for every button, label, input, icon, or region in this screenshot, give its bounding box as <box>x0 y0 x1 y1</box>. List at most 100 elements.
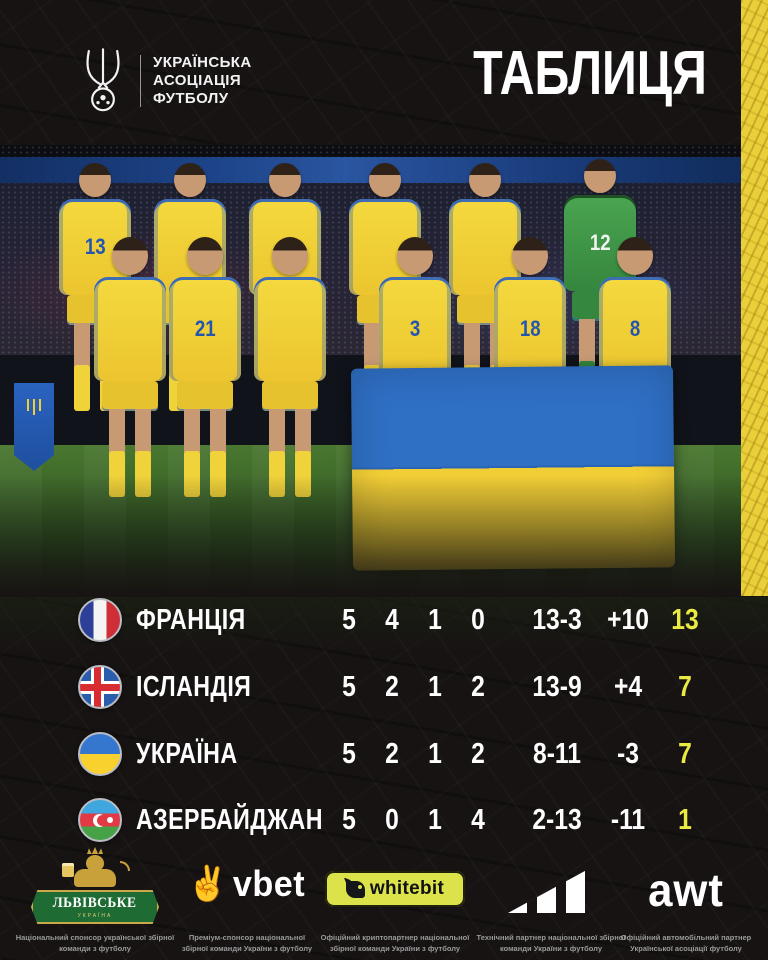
table-row: АЗЕРБАЙДЖАН 5 0 1 4 2-13 -11 1 <box>0 798 768 842</box>
player-figure: 3 <box>372 237 458 381</box>
points-cell: 7 <box>678 671 692 703</box>
org-name-line: ФУТБОЛУ <box>153 90 229 108</box>
player-head <box>584 159 616 193</box>
goal-diff-cell: +4 <box>613 671 643 703</box>
page-title: ТАБЛИЦЯ <box>473 39 707 108</box>
team-name: АЗЕРБАЙДЖАН <box>136 804 323 836</box>
logo-divider <box>140 55 141 107</box>
points-cell: 1 <box>678 804 692 836</box>
player-head <box>617 237 653 275</box>
france-flag-icon <box>78 598 122 642</box>
table-row: УКРАЇНА 5 2 1 2 8-11 -3 7 <box>0 732 768 776</box>
drawn-cell: 1 <box>428 604 442 636</box>
match-pennant <box>14 383 54 471</box>
points-cell: 7 <box>678 738 692 770</box>
player-figure: 8 <box>592 237 678 381</box>
azerbaijan-flag-icon <box>78 798 122 842</box>
drawn-cell: 1 <box>428 738 442 770</box>
whitebit-wordmark: whitebit <box>369 878 445 899</box>
player-head <box>272 237 308 275</box>
photo-bottom-fade <box>0 475 768 597</box>
player-head <box>187 237 223 275</box>
decorative-yellow-stripe <box>741 0 768 596</box>
player-jersey: 8 <box>599 277 671 381</box>
lvivske-sublabel: УКРАЇНА <box>77 913 113 919</box>
won-cell: 2 <box>385 671 399 703</box>
vbet-wordmark: vbet <box>233 863 306 904</box>
player-jersey <box>94 277 166 381</box>
sponsor-lvivske: ЛЬВІВСЬКЕ УКРАЇНА Національний спонсор у… <box>8 845 182 957</box>
sponsor-caption: Національний спонсор української збірної… <box>15 933 175 953</box>
table-row: ФРАНЦІЯ 5 4 1 0 13-3 +10 13 <box>0 598 768 642</box>
player-figure <box>247 237 333 501</box>
team-name: ІСЛАНДІЯ <box>136 671 252 703</box>
table-top-glow <box>0 596 768 652</box>
player-jersey: 18 <box>494 277 566 381</box>
trident-ball-icon <box>86 48 120 112</box>
jersey-number: 12 <box>589 230 611 255</box>
player-jersey: 21 <box>169 277 241 381</box>
player-head <box>369 163 401 197</box>
player-head <box>397 237 433 275</box>
lost-cell: 2 <box>471 671 485 703</box>
goal-diff-cell: +10 <box>607 604 649 636</box>
goals-cell: 13-3 <box>532 604 582 636</box>
player-jersey: 3 <box>379 277 451 381</box>
jersey-number: 18 <box>519 316 541 341</box>
org-name: УКРАЇНСЬКА АСОЦІАЦІЯ ФУТБОЛУ <box>153 54 252 109</box>
jersey-number: 21 <box>194 316 216 341</box>
sponsor-vbet: ✌ vbet Преміум-спонсор національної збір… <box>178 845 316 957</box>
team-photo: 13 12 <box>0 145 768 597</box>
jersey-number: 8 <box>629 316 641 341</box>
player-head <box>174 163 206 197</box>
player-head <box>512 237 548 275</box>
player-jersey <box>254 277 326 381</box>
goal-diff-cell: -11 <box>610 804 646 836</box>
lvivske-lion-icon <box>60 847 130 889</box>
victory-hand-icon: ✌ <box>186 865 230 903</box>
sponsor-caption: Преміум-спонсор національної збірної ком… <box>181 933 313 953</box>
player-head <box>112 237 148 275</box>
lost-cell: 2 <box>471 738 485 770</box>
jersey-number: 3 <box>409 316 421 341</box>
goals-cell: 2-13 <box>532 804 582 836</box>
adidas-three-stripes-icon <box>508 865 594 913</box>
won-cell: 2 <box>385 738 399 770</box>
sponsor-caption: Офіційний автомобільний партнер Українсь… <box>620 933 752 953</box>
player-head <box>79 163 111 197</box>
org-name-line: УКРАЇНСЬКА <box>153 53 252 71</box>
whitebit-whale-icon <box>345 880 365 898</box>
sponsor-whitebit: whitebit Офіційний криптопартнер націона… <box>318 845 472 957</box>
uaf-logo-block: УКРАЇНСЬКА АСОЦІАЦІЯ ФУТБОЛУ <box>78 46 252 116</box>
played-cell: 5 <box>342 604 356 636</box>
org-name-line: АСОЦІАЦІЯ <box>153 71 242 89</box>
player-head <box>469 163 501 197</box>
lvivske-wordmark: ЛЬВІВСЬКЕ <box>53 895 137 911</box>
player-figure: 21 <box>162 237 248 501</box>
sponsor-awt: awt Офіційний автомобільний партнер Укра… <box>612 845 760 957</box>
table-row: ІСЛАНДІЯ 5 2 1 2 13-9 +4 7 <box>0 665 768 709</box>
goals-cell: 13-9 <box>532 671 582 703</box>
sponsor-caption: Технічний партнер національної збірної к… <box>476 933 626 953</box>
sponsor-adidas: Технічний партнер національної збірної к… <box>476 845 626 957</box>
goals-cell: 8-11 <box>533 738 581 770</box>
lost-cell: 4 <box>471 804 485 836</box>
played-cell: 5 <box>342 738 356 770</box>
won-cell: 4 <box>385 604 399 636</box>
lvivske-banner: ЛЬВІВСЬКЕ УКРАЇНА <box>31 890 159 924</box>
team-name: УКРАЇНА <box>136 738 238 770</box>
points-cell: 13 <box>671 604 699 636</box>
sponsor-caption: Офіційний криптопартнер національної збі… <box>320 933 470 953</box>
whitebit-pill: whitebit <box>325 871 465 907</box>
played-cell: 5 <box>342 804 356 836</box>
goal-diff-cell: -3 <box>617 738 639 770</box>
drawn-cell: 1 <box>428 804 442 836</box>
player-head <box>269 163 301 197</box>
player-legs <box>99 381 161 501</box>
played-cell: 5 <box>342 671 356 703</box>
player-figure: 18 <box>487 237 573 381</box>
lost-cell: 0 <box>471 604 485 636</box>
iceland-flag-icon <box>78 665 122 709</box>
player-figure <box>87 237 173 501</box>
